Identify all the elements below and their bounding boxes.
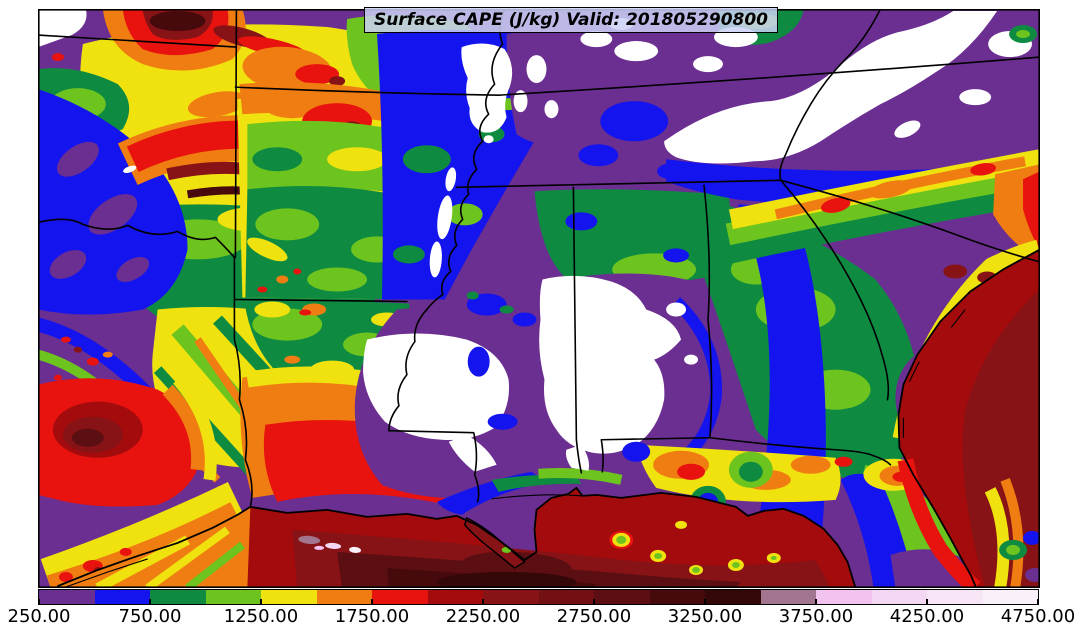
colorbar-segment	[483, 590, 539, 604]
colorbar-segment	[927, 590, 983, 604]
colorbar-tick-label: 3750.00	[778, 606, 854, 627]
colorbar-segment	[538, 590, 594, 604]
colorbar-tick-label: 2750.00	[556, 606, 632, 627]
colorbar-tick-label: 2250.00	[445, 606, 521, 627]
colorbar-segment	[261, 590, 317, 604]
colorbar-segment	[94, 590, 150, 604]
title-box: Surface CAPE (J/kg) Valid: 201805290800	[364, 7, 779, 33]
colorbar-tick-label: 750.00	[118, 606, 182, 627]
colorbar-segment	[760, 590, 816, 604]
colorbar-segment	[39, 590, 95, 604]
colorbar-segment	[427, 590, 483, 604]
colorbar-tick-label: 1750.00	[334, 606, 410, 627]
colorbar-tick-label: 250.00	[7, 606, 71, 627]
colorbar-segment	[372, 590, 428, 604]
weather-map	[38, 9, 1040, 588]
map-area	[38, 9, 1040, 588]
colorbar-segment	[816, 590, 872, 604]
colorbar-tick-label: 3250.00	[667, 606, 743, 627]
colorbar-segment	[649, 590, 705, 604]
colorbar-segment	[150, 590, 206, 604]
colorbar-segment	[982, 590, 1038, 604]
colorbar-segment	[316, 590, 372, 604]
colorbar	[38, 589, 1039, 605]
colorbar-tick-label: 1250.00	[223, 606, 299, 627]
colorbar-segment	[705, 590, 761, 604]
colorbar-segment	[871, 590, 927, 604]
colorbar-tick-label: 4250.00	[889, 606, 965, 627]
colorbar-tick-labels: 250.00 750.00 1250.00 1750.00 2250.00 2750.00…	[8, 606, 1076, 630]
colorbar-segment	[594, 590, 650, 604]
colorbar-tick-label: 4750.00	[1000, 606, 1076, 627]
colorbar-segment	[205, 590, 261, 604]
map-title: Surface CAPE (J/kg) Valid: 201805290800	[374, 10, 769, 30]
